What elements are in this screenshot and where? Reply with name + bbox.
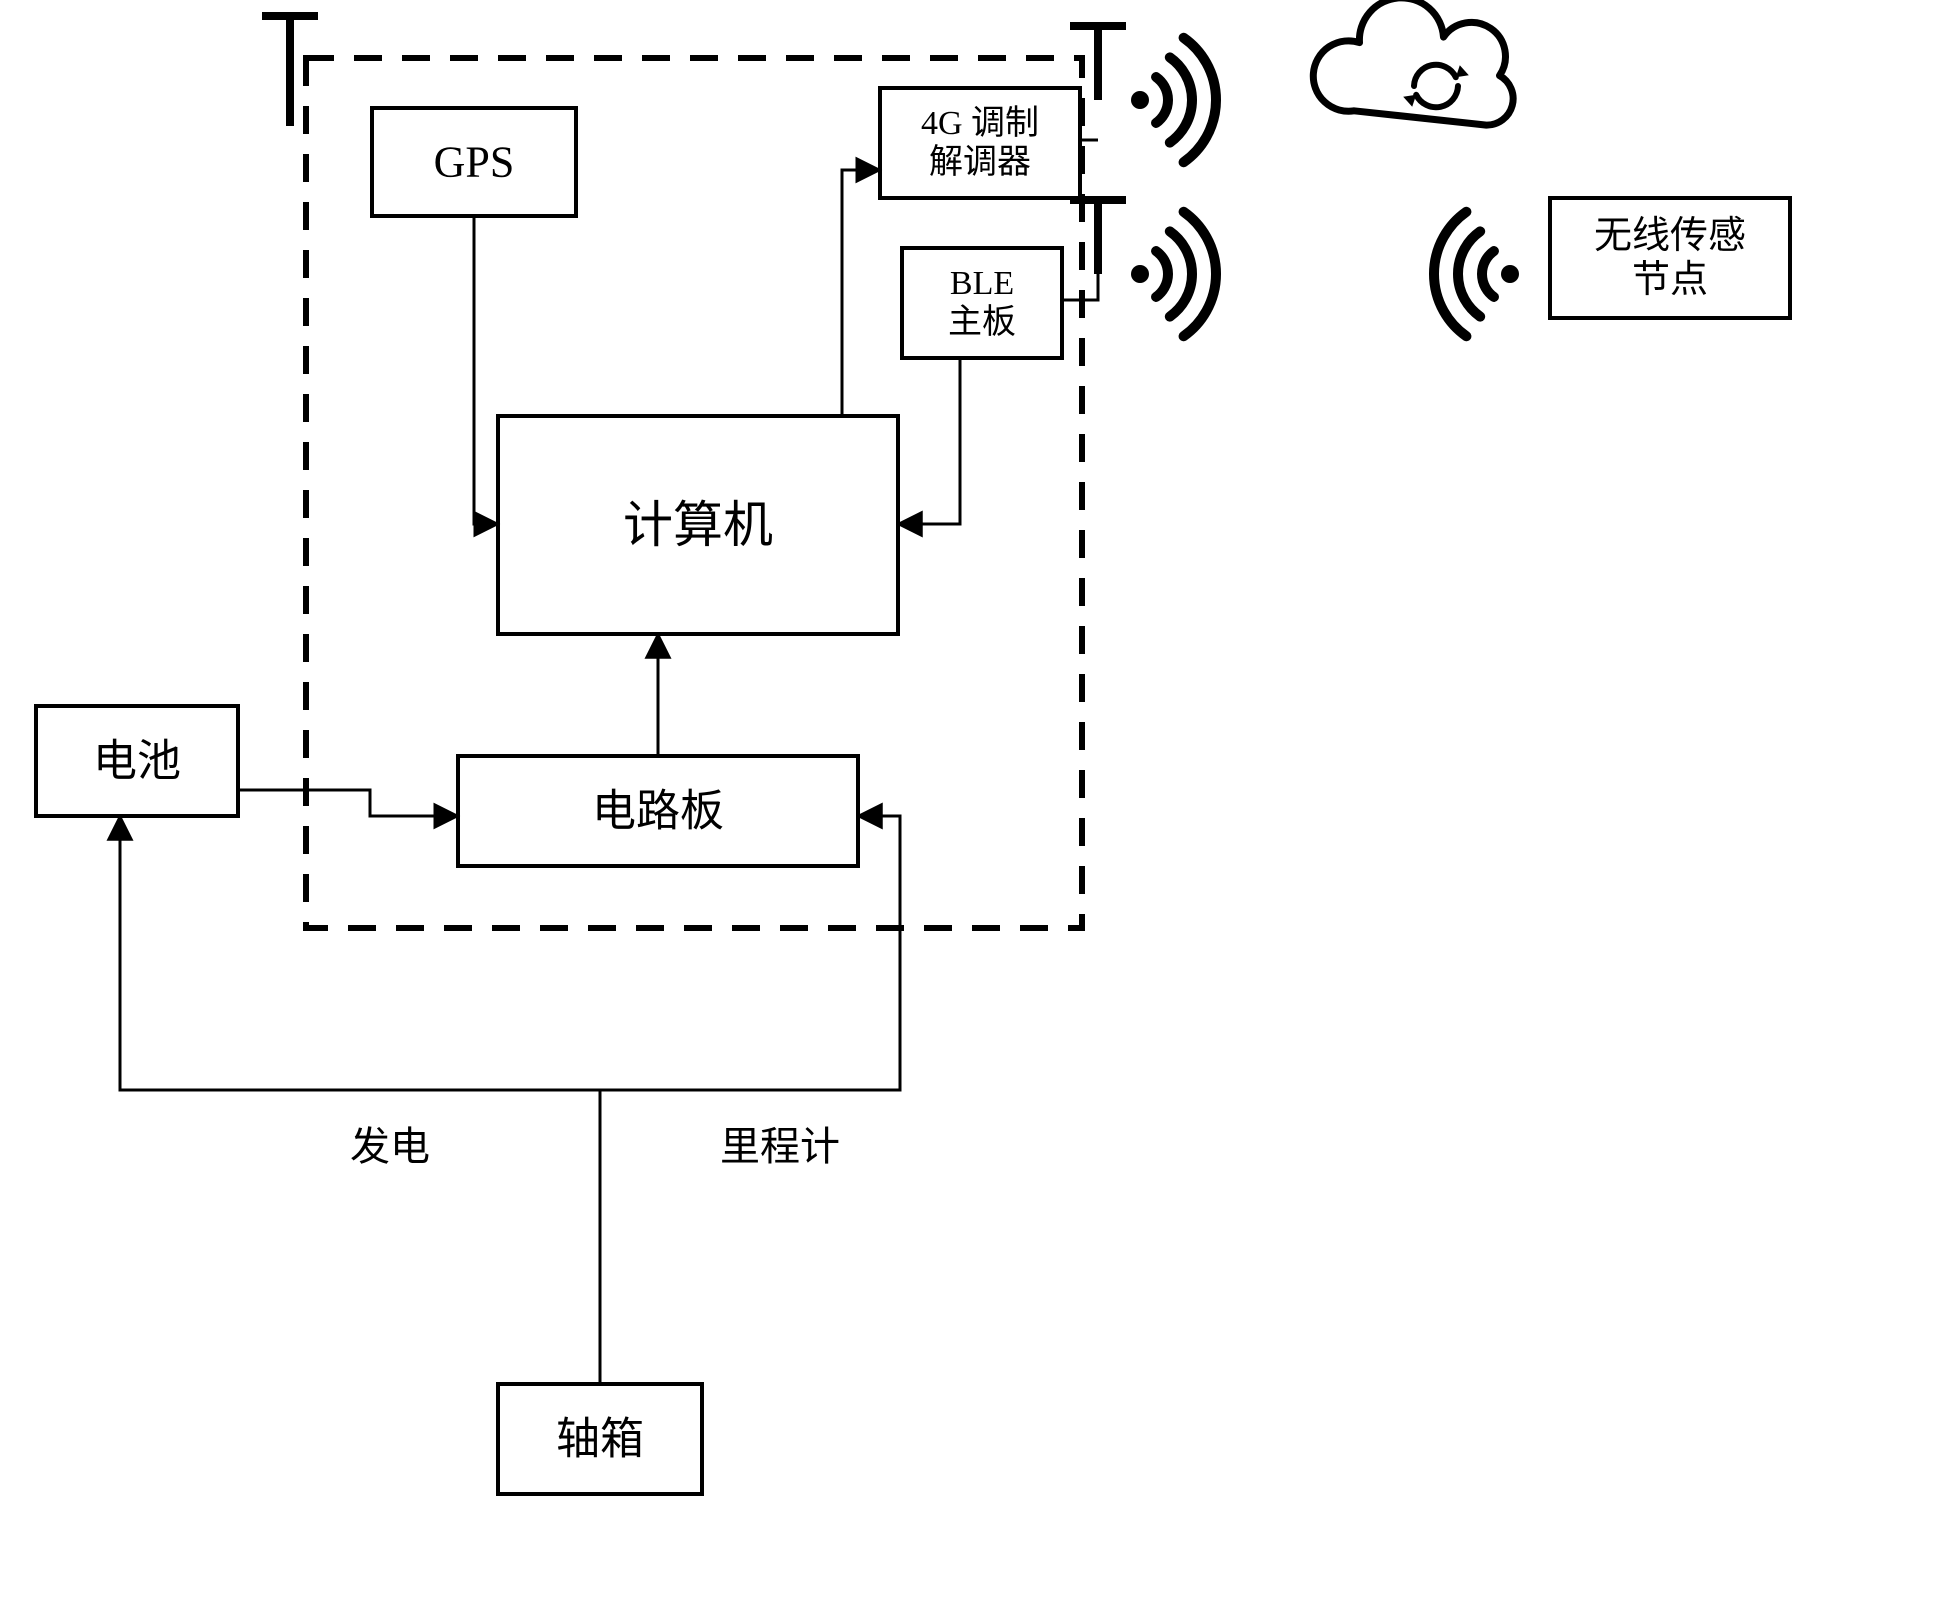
node-battery-label: 电池 (93, 737, 181, 786)
node-modem-label-1: 解调器 (929, 143, 1031, 181)
node-axlebox: 轴箱 (498, 1384, 702, 1494)
node-computer-label: 计算机 (623, 497, 773, 553)
edge-gps-to-computer (474, 216, 498, 524)
sensor_in-icon (1434, 212, 1519, 337)
node-modem-label-0: 4G 调制 (921, 105, 1039, 142)
edge-label-power_gen: 发电 (350, 1124, 430, 1169)
node-ble-label-1: 主板 (948, 303, 1016, 341)
edge-battery-to-circuit (238, 790, 458, 816)
node-circuit: 电路板 (458, 756, 858, 866)
edge-ble-to-computer (898, 358, 960, 524)
node-computer: 计算机 (498, 416, 898, 634)
node-sensornode: 无线传感节点 (1550, 198, 1790, 318)
node-sensornode-label-0: 无线传感 (1594, 215, 1746, 257)
modem_out-icon (1131, 38, 1216, 163)
node-ble-label-0: BLE (950, 265, 1014, 302)
node-gps-label: GPS (434, 138, 515, 187)
node-modem: 4G 调制解调器 (880, 88, 1080, 198)
ble_out-icon (1131, 212, 1216, 337)
node-gps: GPS (372, 108, 576, 216)
node-axlebox-label: 轴箱 (556, 1415, 644, 1464)
node-sensornode-label-1: 节点 (1632, 259, 1708, 301)
ble_ant-icon (1070, 200, 1126, 274)
cloud-sync-icon (1313, 0, 1513, 125)
node-circuit-label: 电路板 (592, 787, 724, 836)
gps_ant-icon (262, 16, 318, 126)
edge-label-odometer: 里程计 (720, 1124, 840, 1169)
node-ble: BLE主板 (902, 248, 1062, 358)
edge-computer-to-modem (842, 170, 880, 416)
node-battery: 电池 (36, 706, 238, 816)
